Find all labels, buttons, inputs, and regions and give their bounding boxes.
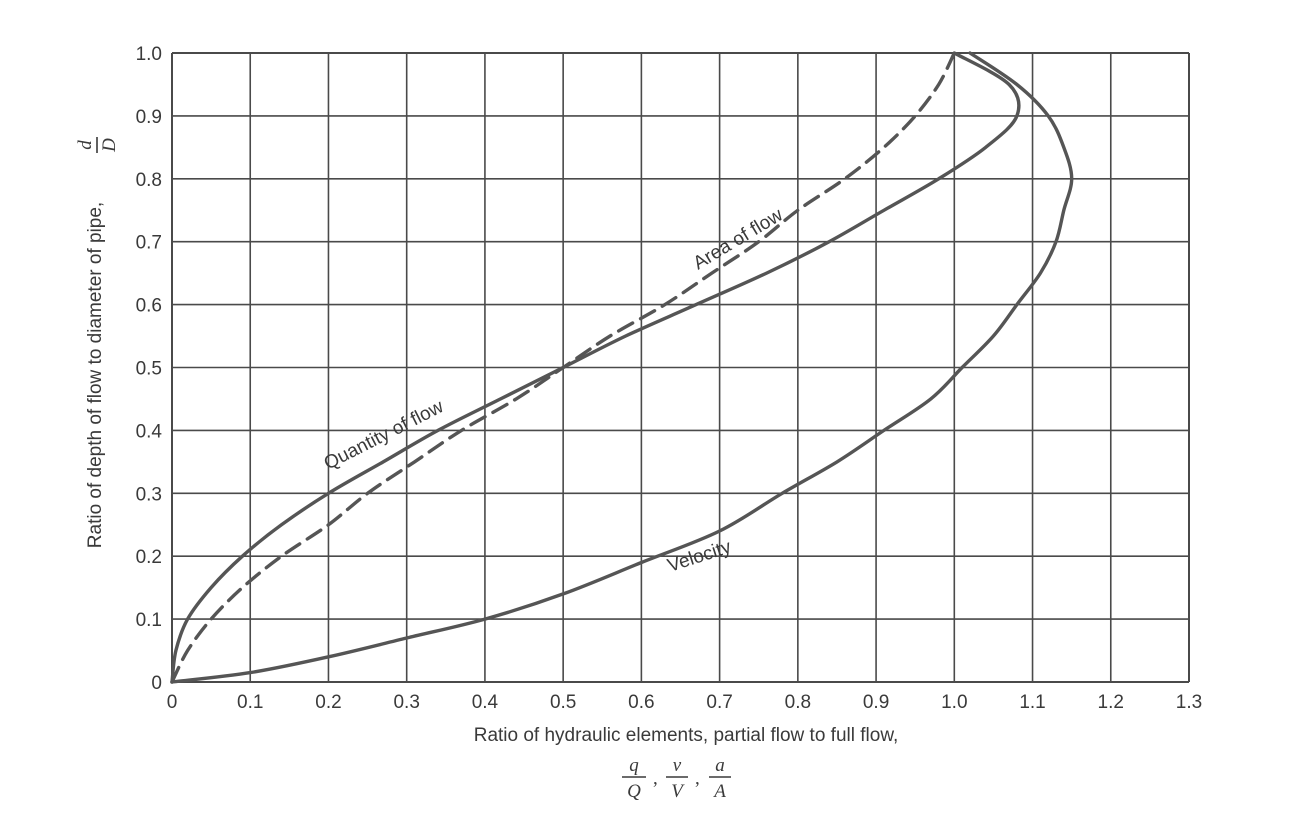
x-tick-label: 0.5 — [550, 692, 576, 713]
y-tick-label: 0.1 — [136, 610, 162, 631]
series-line-velocity — [170, 51, 1074, 684]
series-group — [170, 51, 1074, 684]
x-axis-fraction-v-num: v — [673, 755, 682, 776]
grid — [171, 52, 1190, 683]
x-tick-label: 1.2 — [1098, 692, 1124, 713]
x-tick-label: 0 — [167, 692, 178, 713]
x-tick-label: 1.3 — [1176, 692, 1202, 713]
y-axis-fraction-d-den: D — [99, 138, 120, 153]
x-axis-fraction-q-num: q — [629, 755, 639, 776]
x-axis-fraction-a: a A — [709, 755, 731, 802]
x-tick-label: 0.7 — [706, 692, 732, 713]
x-tick-label: 0.6 — [628, 692, 654, 713]
y-tick-label: 0.9 — [136, 107, 162, 128]
x-tick-label: 0.3 — [393, 692, 419, 713]
x-tick-label: 0.2 — [315, 692, 341, 713]
y-tick-label: 0.4 — [136, 421, 163, 442]
x-axis-fraction-q-den: Q — [627, 781, 641, 802]
tick-labels: 0 0.1 0.2 0.3 0.4 0.5 0.6 0.7 0.8 0.9 1.0 1.1 1.2 1.3… — [136, 44, 1203, 713]
x-tick-label: 1.1 — [1019, 692, 1045, 713]
y-tick-label: 0.2 — [136, 547, 162, 568]
x-axis-fraction-a-den: A — [712, 781, 726, 802]
x-tick-label: 0.1 — [237, 692, 263, 713]
y-axis-title: Ratio of depth of flow to diameter of pi… — [85, 202, 106, 548]
annotation-velocity: Velocity — [665, 536, 734, 576]
y-tick-label: 0.6 — [136, 296, 162, 317]
x-axis-fraction-a-num: a — [715, 755, 725, 776]
y-tick-label: 0.7 — [136, 233, 162, 254]
x-tick-label: 1.0 — [941, 692, 967, 713]
annotation-area-of-flow: Area of flow — [690, 204, 787, 274]
x-axis-fraction-comma-1: , — [653, 768, 658, 789]
y-tick-label: 0 — [151, 673, 162, 694]
y-tick-label: 0.5 — [136, 359, 162, 380]
x-axis-fraction-v: v V — [666, 755, 688, 802]
x-tick-label: 0.8 — [785, 692, 811, 713]
x-axis-fraction-comma-2: , — [695, 768, 700, 789]
y-tick-label: 1.0 — [136, 44, 162, 65]
y-tick-label: 0.8 — [136, 170, 162, 191]
x-tick-label: 0.9 — [863, 692, 889, 713]
series-line-area-of-flow — [170, 51, 956, 684]
y-axis-fraction-d-num: d — [75, 140, 96, 150]
x-axis-fraction-q: q Q — [622, 755, 646, 802]
y-tick-label: 0.3 — [136, 484, 162, 505]
y-axis-title-group: Ratio of depth of flow to diameter of pi… — [75, 137, 120, 548]
x-tick-label: 0.4 — [472, 692, 499, 713]
x-axis-fraction-v-den: V — [671, 781, 685, 802]
x-axis-title: Ratio of hydraulic elements, partial flo… — [474, 725, 899, 746]
